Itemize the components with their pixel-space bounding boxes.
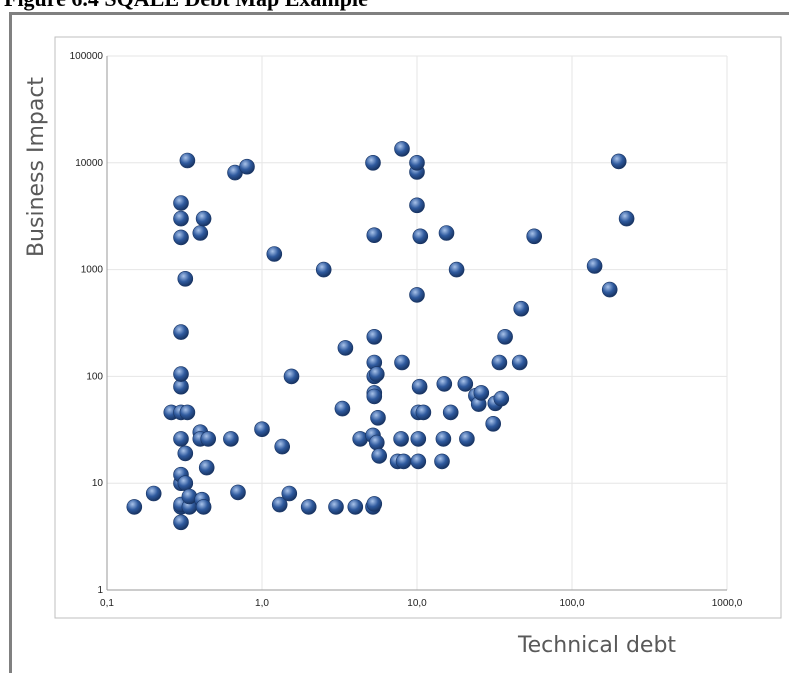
data-point (618, 210, 635, 227)
data-point (173, 366, 189, 382)
data-point (173, 210, 189, 227)
data-point (395, 453, 412, 470)
x-tick-label: 10,0 (407, 598, 427, 609)
data-point (370, 409, 386, 426)
data-point (497, 328, 513, 345)
data-point (586, 258, 603, 274)
data-point (511, 354, 528, 371)
data-point (173, 229, 189, 246)
y-tick-label: 100 (86, 371, 103, 382)
data-point (415, 404, 432, 421)
data-point (438, 225, 455, 241)
x-tick-label: 1000,0 (712, 598, 743, 609)
x-tick-label: 0,1 (100, 598, 114, 609)
data-point (223, 431, 239, 447)
data-point (409, 155, 425, 171)
data-point (457, 376, 474, 392)
data-point (394, 354, 410, 371)
data-point (493, 390, 510, 407)
axes (106, 56, 727, 591)
data-point (283, 368, 300, 385)
data-point (610, 153, 627, 170)
data-point (347, 499, 364, 515)
data-point (173, 195, 189, 211)
data-point (315, 261, 332, 278)
data-point (393, 431, 409, 447)
data-point (366, 496, 383, 512)
data-point (177, 445, 194, 462)
chart-area (54, 36, 782, 619)
data-point (366, 227, 383, 243)
y-tick-label: 1 (97, 585, 103, 596)
data-point (526, 228, 543, 245)
data-point (328, 499, 344, 515)
data-point (394, 141, 410, 157)
data-point (473, 385, 490, 401)
data-point (266, 246, 283, 262)
data-point (448, 261, 465, 278)
data-points (126, 141, 635, 531)
x-axis-title: Technical debt (517, 633, 676, 658)
data-point (435, 431, 452, 447)
data-point (177, 475, 194, 492)
data-point (254, 421, 270, 438)
data-point (485, 415, 502, 432)
data-point (410, 453, 427, 470)
x-tick-label: 1,0 (255, 598, 269, 609)
data-point (409, 197, 425, 214)
data-point (411, 378, 428, 395)
data-point (459, 431, 475, 447)
y-tick-label: 10000 (75, 158, 103, 169)
data-point (371, 448, 388, 464)
data-point (145, 485, 162, 502)
data-point (198, 459, 215, 476)
data-point (491, 354, 508, 371)
x-tick-labels: 0,1 1,0 10,0 100,0 1000,0 (100, 598, 743, 609)
data-point (412, 228, 429, 245)
data-point (195, 499, 212, 515)
data-point (365, 155, 381, 171)
y-axis-title: Business Impact (24, 77, 49, 257)
x-tick-label: 100,0 (559, 598, 584, 609)
data-point (126, 499, 143, 515)
data-point (230, 484, 246, 501)
data-point (274, 438, 291, 455)
data-point (434, 453, 450, 470)
data-point (409, 287, 425, 303)
data-point (368, 366, 385, 382)
data-point (300, 499, 317, 515)
data-point (177, 270, 194, 287)
data-point (442, 404, 459, 421)
data-point (366, 328, 383, 345)
y-tick-label: 10 (92, 478, 104, 489)
figure-frame-left (9, 12, 12, 673)
data-point (281, 485, 298, 502)
data-point (601, 281, 618, 298)
data-point (337, 340, 354, 356)
figure-caption: Figure 6.4 SQALE Debt Map Example (4, 0, 368, 12)
data-point (410, 431, 427, 447)
data-point (192, 225, 209, 241)
y-tick-labels: 1 10 100 1000 10000 100000 (70, 51, 104, 596)
data-point (195, 210, 212, 227)
data-point (334, 400, 351, 417)
data-point (436, 376, 453, 392)
data-point (179, 152, 196, 169)
data-point (271, 496, 288, 513)
y-tick-label: 1000 (81, 265, 104, 276)
data-point (173, 431, 189, 447)
data-point (368, 434, 385, 451)
figure-frame-top (9, 12, 789, 15)
data-point (173, 514, 189, 531)
data-point (179, 404, 196, 421)
data-point (366, 388, 383, 405)
data-point (239, 158, 255, 175)
data-point (200, 431, 216, 447)
y-tick-label: 100000 (70, 51, 104, 62)
data-point (513, 300, 530, 317)
data-point (173, 324, 189, 340)
